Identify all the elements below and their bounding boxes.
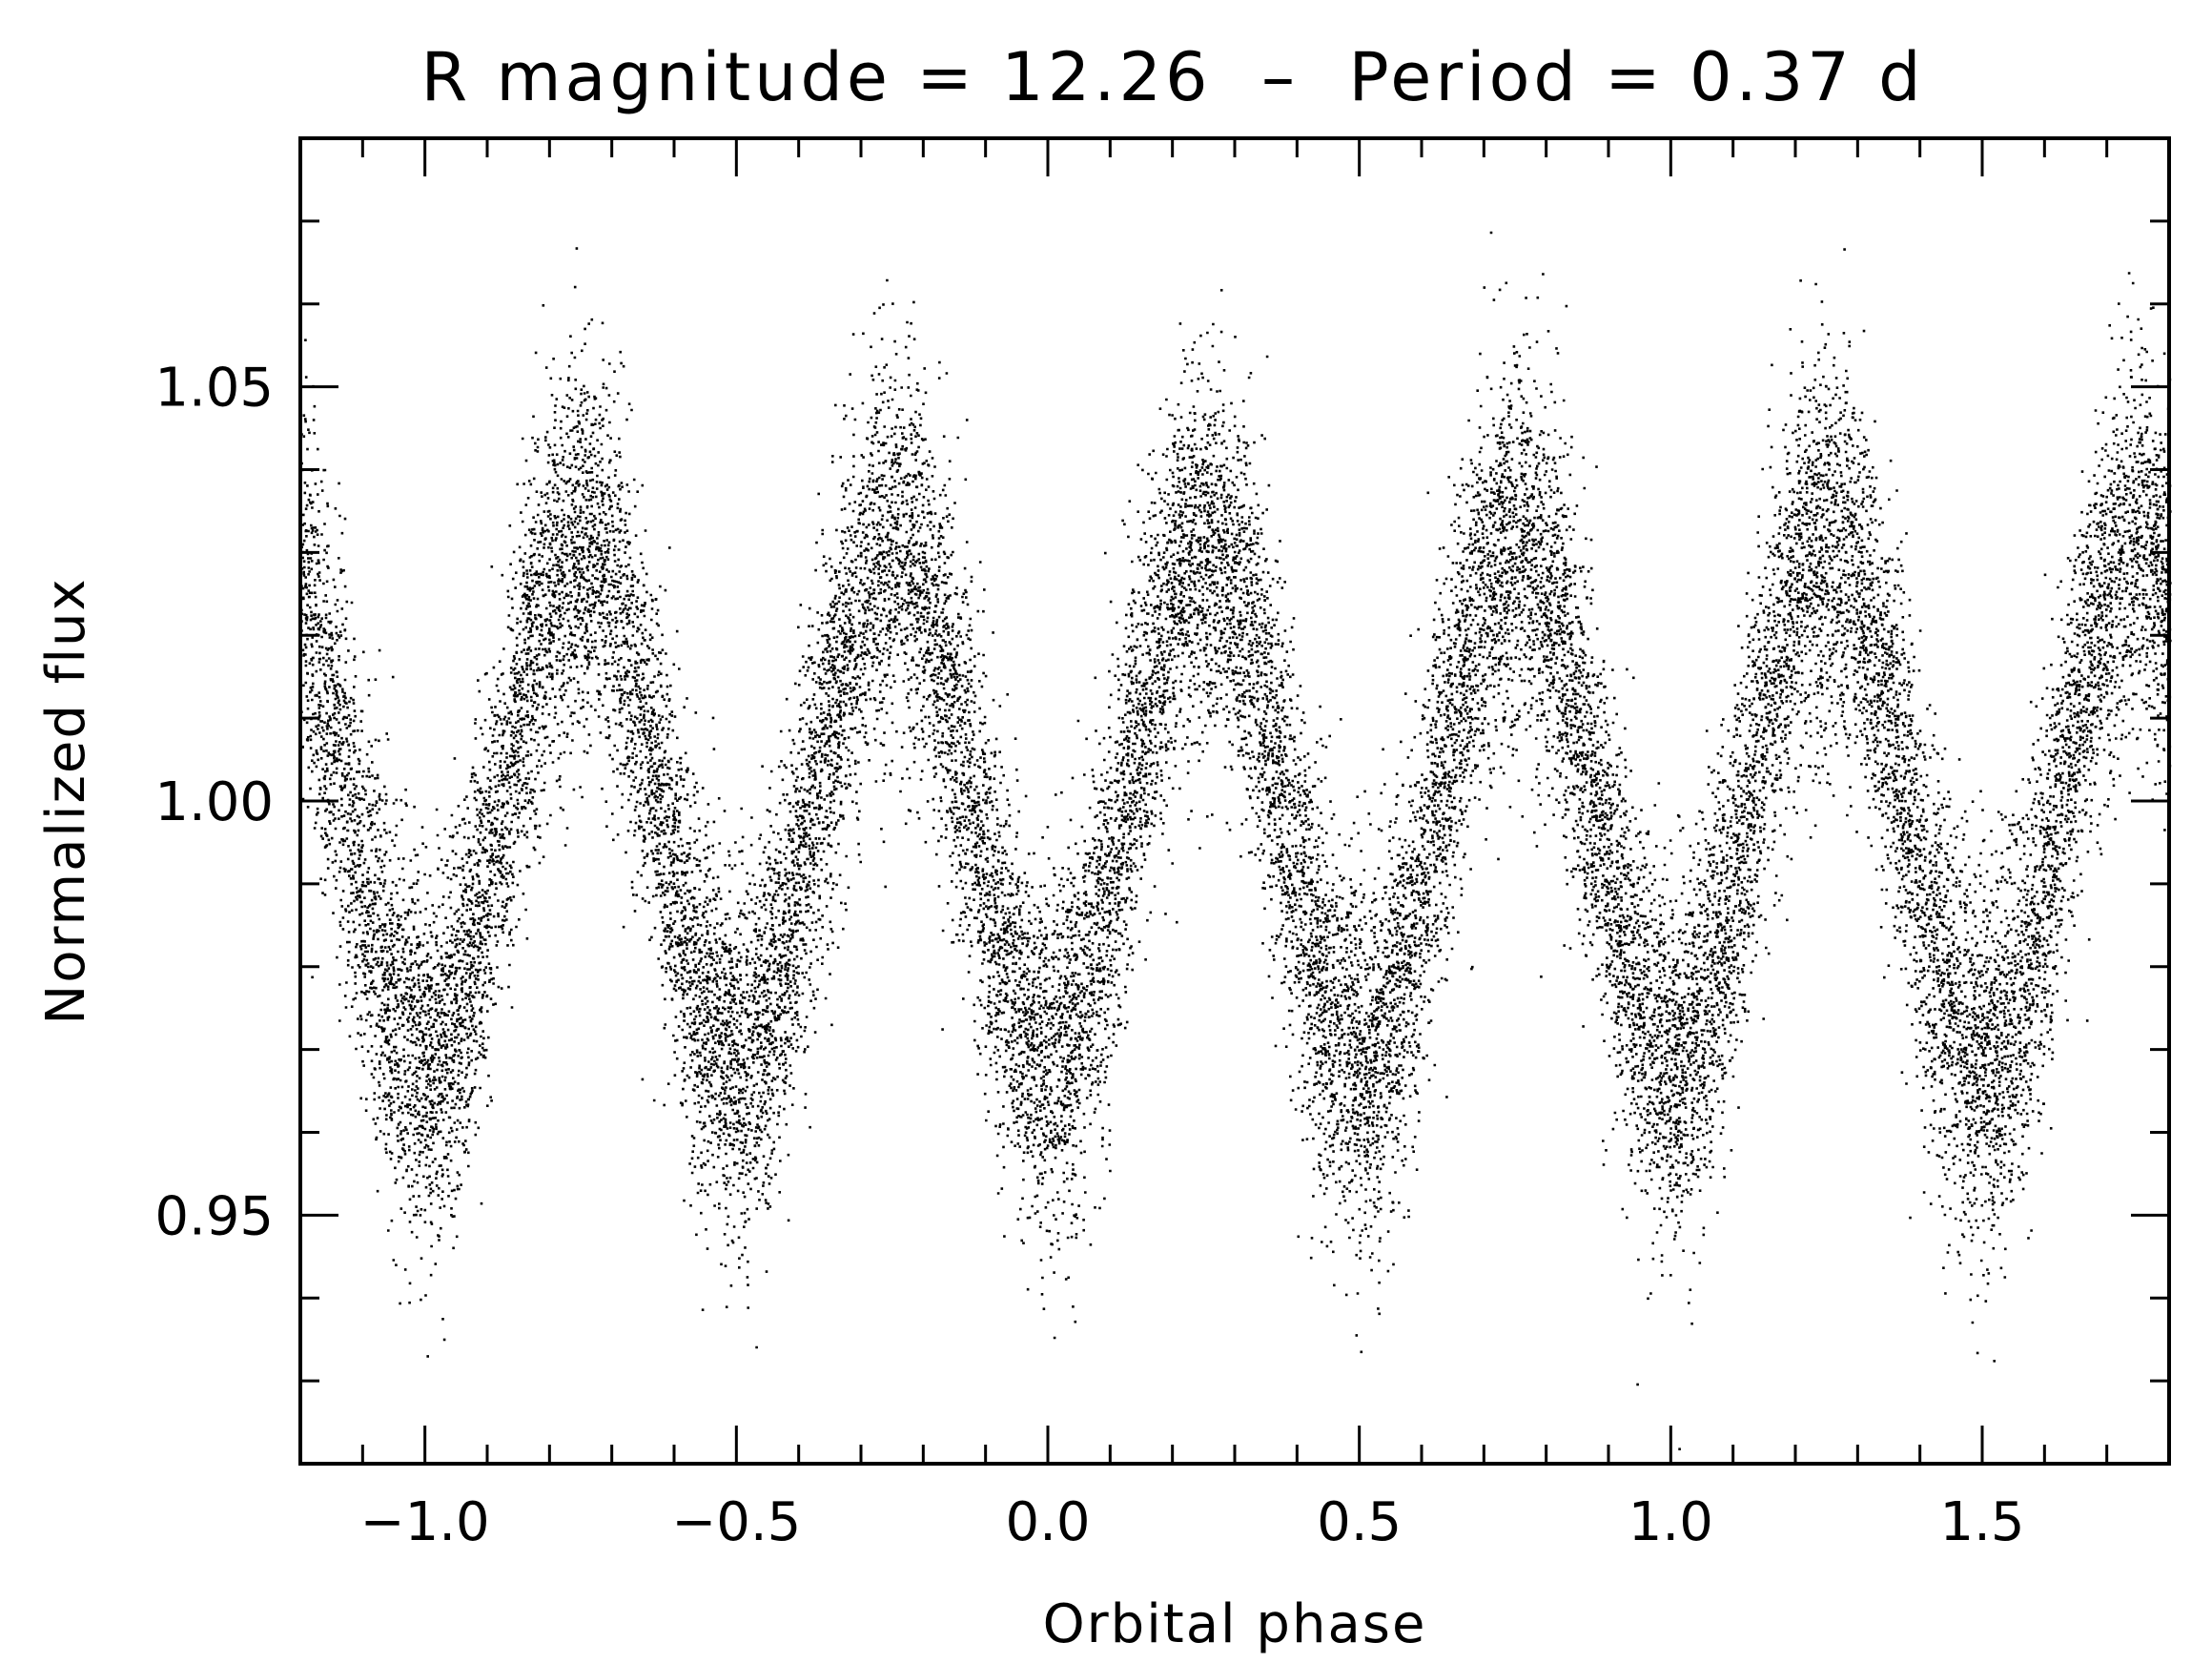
- x-tick-label: −0.5: [671, 1491, 801, 1553]
- x-tick-label: 1.0: [1628, 1491, 1713, 1553]
- x-tick-label: 0.0: [1005, 1491, 1090, 1553]
- y-axis-label: Normalized flux: [35, 577, 97, 1024]
- x-axis-ticks: [298, 138, 2171, 1464]
- x-tick-label: 1.5: [1939, 1491, 2024, 1553]
- y-axis-ticks: [300, 136, 2169, 1466]
- scatter-point: [300, 231, 2172, 1451]
- x-axis-tick-labels: −1.0 −0.5 0.0 0.5 1.0 1.5: [360, 1491, 2025, 1553]
- x-axis-label: Orbital phase: [1043, 1593, 1427, 1655]
- y-axis-tick-labels: 0.95 1.00 1.05: [154, 358, 274, 1248]
- scatter-points: [300, 231, 2172, 1451]
- y-tick-label: 0.95: [154, 1185, 274, 1247]
- x-tick-label: −1.0: [360, 1491, 490, 1553]
- x-tick-label: 0.5: [1317, 1491, 1402, 1553]
- y-tick-label: 1.00: [154, 771, 274, 833]
- chart-title: R magnitude = 12.26 – Period = 0.37 d: [420, 38, 1924, 116]
- y-tick-label: 1.05: [154, 358, 274, 420]
